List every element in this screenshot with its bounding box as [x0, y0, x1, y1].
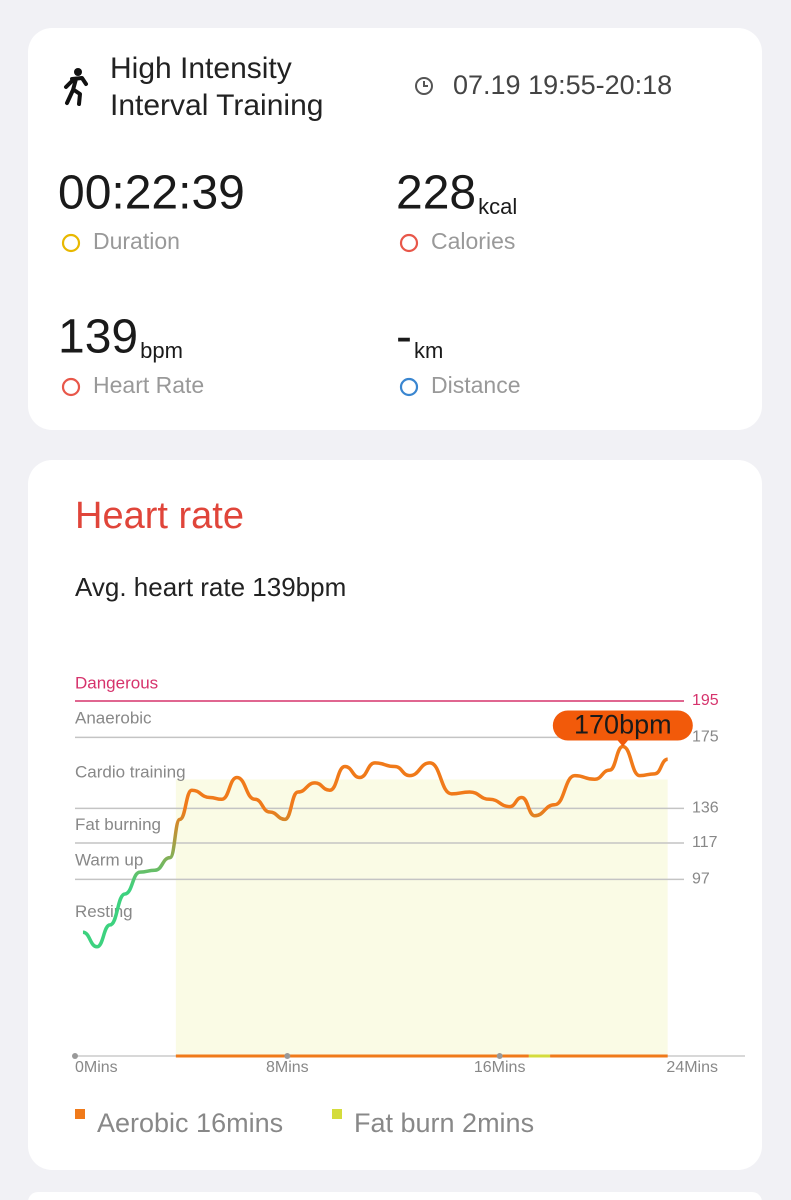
- chart-subtitle: Avg. heart rate 139bpm: [75, 572, 346, 602]
- peak-callout: [552, 710, 693, 741]
- y-tick-label: 97: [692, 871, 710, 888]
- stat-unit: bpm: [140, 338, 183, 363]
- stats: 00:22:39 Duration 228 kcal Calories 139 bpm Hea…: [58, 167, 520, 398]
- x-tick: [72, 1053, 78, 1059]
- y-tick-label: 195: [692, 692, 719, 709]
- summary-card: [28, 28, 762, 430]
- title-line: Interval Training: [110, 89, 323, 122]
- stat-label: Duration: [93, 228, 180, 254]
- stat-value: 228: [396, 167, 476, 220]
- x-tick: [496, 1053, 503, 1059]
- zone-label: Dangerous: [75, 673, 158, 692]
- legend-swatch: [332, 1109, 342, 1119]
- stat-value: 00:22:39: [58, 167, 245, 220]
- legend-swatch: [75, 1109, 85, 1119]
- stat-icon: [61, 233, 81, 253]
- x-tick-label: 8Mins: [266, 1059, 309, 1076]
- heart-rate-line: [82, 744, 669, 949]
- x-tick: [284, 1053, 291, 1059]
- title-line: High Intensity: [110, 52, 292, 85]
- stat-label: Calories: [431, 228, 515, 254]
- time-range: 07.19 19:55-20:18: [453, 70, 672, 100]
- x-tick-label: 24Mins: [666, 1059, 718, 1076]
- clock-icon: [415, 77, 433, 95]
- legend-label: Fat burn 2mins: [354, 1108, 534, 1138]
- zone-label: Warm up: [75, 851, 143, 870]
- zone-label: Cardio training: [75, 762, 186, 781]
- peak-pointer: [616, 739, 629, 747]
- stat-unit: km: [414, 338, 443, 363]
- stat-label: Heart Rate: [93, 372, 204, 398]
- stat-unit: kcal: [478, 194, 517, 219]
- stat-icon: [399, 377, 419, 397]
- stat-label: Distance: [431, 372, 520, 398]
- legend-label: Aerobic 16mins: [97, 1108, 283, 1138]
- y-tick-label: 117: [692, 834, 718, 851]
- stat-value: -: [396, 311, 412, 364]
- stat-icon: [61, 377, 81, 397]
- x-tick-label: 16Mins: [474, 1059, 526, 1076]
- y-tick-label: 136: [692, 800, 719, 817]
- zone-label: Anaerobic: [75, 709, 152, 728]
- x-tick-label: 0Mins: [75, 1059, 118, 1076]
- chart: 97 Warm up 117 Fat burning 136 Cardio trainin…: [72, 673, 745, 1138]
- stat-icon: [399, 233, 419, 253]
- y-tick-label: 175: [692, 729, 719, 746]
- zone-label: Fat burning: [75, 815, 161, 834]
- active-region: [175, 779, 668, 1056]
- workout-icon: [64, 68, 88, 106]
- stat-value: 139: [58, 311, 138, 364]
- next-card: [28, 1192, 762, 1200]
- chart-title: Heart rate: [75, 495, 244, 537]
- zone-label: Resting: [75, 902, 133, 921]
- peak-label: 170bpm: [574, 710, 672, 740]
